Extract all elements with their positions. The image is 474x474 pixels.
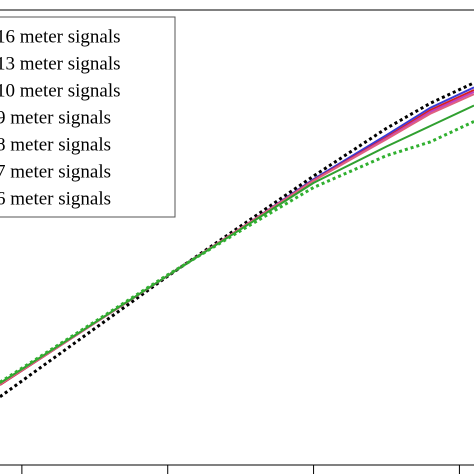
series-line <box>0 81 474 398</box>
legend-label: 8 meter signals <box>0 134 111 155</box>
legend-label: 6 meter signals <box>0 188 111 209</box>
legend-label: 16 meter signals <box>0 26 121 47</box>
legend-label: 7 meter signals <box>0 161 111 182</box>
legend: 16 meter signals 13 meter signals 10 meter… <box>0 16 176 218</box>
legend-box <box>0 16 176 218</box>
legend-label: 9 meter signals <box>0 107 111 128</box>
plot-frame <box>0 9 474 466</box>
series-line <box>0 120 474 384</box>
legend-label: 13 meter signals <box>0 53 121 74</box>
legend-label: 10 meter signals <box>0 80 121 101</box>
